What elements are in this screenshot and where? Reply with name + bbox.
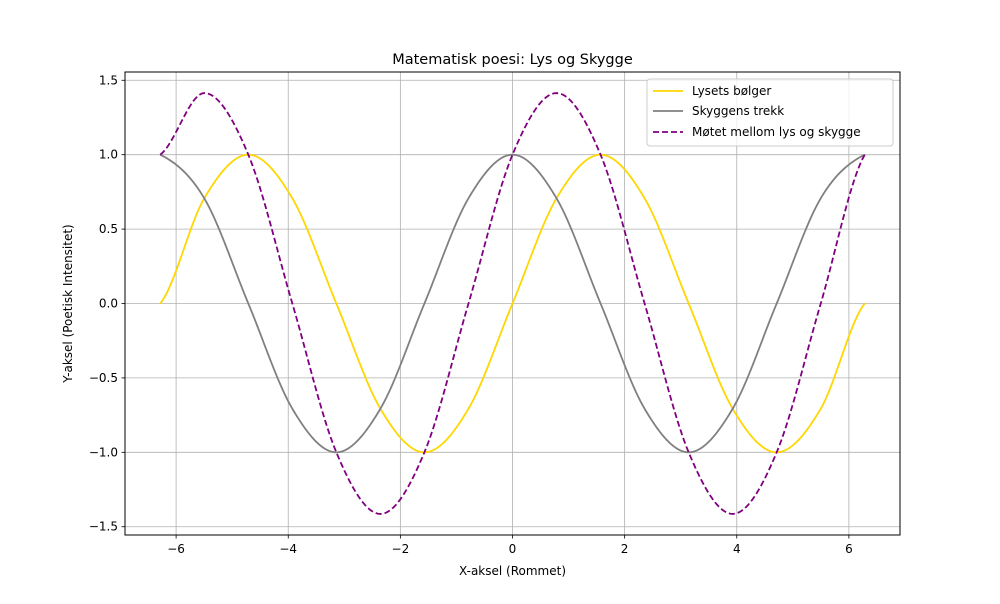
x-tick-label: 6 bbox=[845, 542, 853, 556]
x-tick-label: −6 bbox=[167, 542, 185, 556]
axis-ticks: −6 −4 −2 0 2 4 6 −1.5 −1.0 −0.5 0.0 0.5 1.0 1.5 bbox=[89, 73, 853, 556]
x-tick-label: 4 bbox=[733, 542, 741, 556]
x-axis-label: X-aksel (Rommet) bbox=[459, 564, 566, 578]
legend: Lysets bølger Skyggens trekk Møtet mello… bbox=[646, 78, 894, 147]
x-tick-label: −4 bbox=[279, 542, 297, 556]
series-lines bbox=[159, 92, 866, 515]
chart-title: Matematisk poesi: Lys og Skygge bbox=[392, 52, 633, 68]
legend-label-lysets-bolger: Lysets bølger bbox=[692, 84, 771, 98]
legend-label-motet: Møtet mellom lys og skygge bbox=[692, 125, 861, 139]
x-tick-label: −2 bbox=[392, 542, 410, 556]
y-axis-label: Y-aksel (Poetisk Intensitet) bbox=[61, 224, 75, 384]
y-tick-label: 0.0 bbox=[99, 297, 118, 311]
series-line-1 bbox=[159, 153, 866, 454]
legend-box bbox=[646, 78, 894, 147]
x-tick-label: 0 bbox=[509, 542, 517, 556]
series-line-2 bbox=[159, 92, 866, 515]
y-tick-label: −0.5 bbox=[89, 371, 118, 385]
series-line-0 bbox=[159, 153, 866, 454]
y-tick-label: 0.5 bbox=[99, 222, 118, 236]
y-tick-label: 1.0 bbox=[99, 148, 118, 162]
y-tick-label: 1.5 bbox=[99, 73, 118, 87]
x-tick-label: 2 bbox=[621, 542, 629, 556]
y-tick-label: −1.5 bbox=[89, 520, 118, 534]
legend-label-skyggens-trekk: Skyggens trekk bbox=[692, 104, 784, 118]
y-tick-label: −1.0 bbox=[89, 445, 118, 459]
